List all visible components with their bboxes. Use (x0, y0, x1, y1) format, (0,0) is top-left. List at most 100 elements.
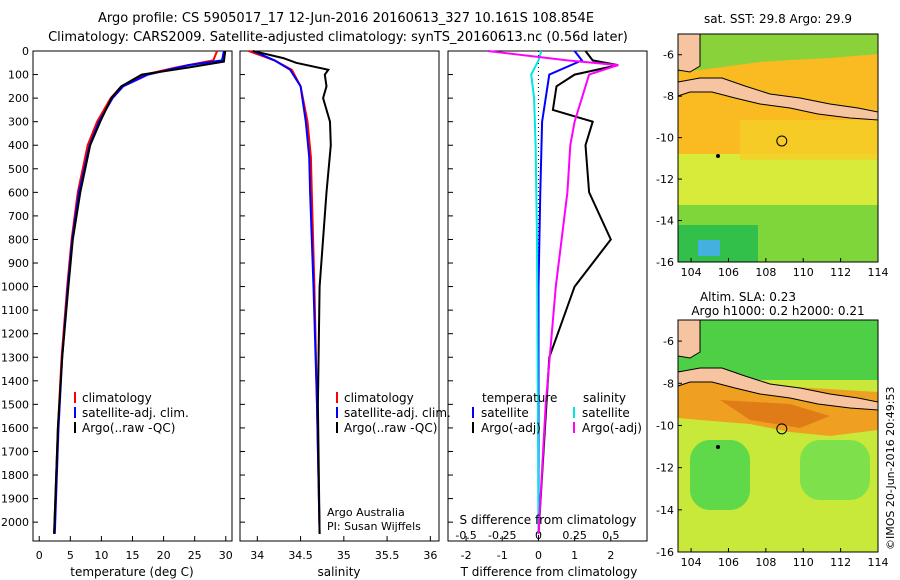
legend-argo: Argo(..raw -QC) (344, 421, 437, 435)
y-tick-label: 1500 (1, 398, 29, 411)
temperature-panel: 0 100 200 300 400 500 600 700 800 900 1000 1100 1200… (1, 45, 233, 579)
legend-argo: Argo(..raw -QC) (82, 421, 175, 435)
y-tick-label: 700 (8, 210, 29, 223)
figure-title-line2: Climatology: CARS2009. Satellite-adjuste… (48, 30, 628, 45)
y-tick-label: 1800 (1, 469, 29, 482)
map-x-tick-label: 110 (793, 266, 814, 279)
sla-map-title-line2: Argo h1000: 0.2 h2000: 0.21 (691, 304, 864, 318)
x-tick-label: 10 (94, 549, 108, 562)
difference-legend: temperature satellite Argo(-adj) salinit… (472, 391, 642, 435)
annotation-argo-australia: Argo Australia (327, 506, 405, 519)
series-line-satellite-adj-clim- (53, 50, 225, 534)
float-location-marker (776, 423, 788, 435)
legend-salinity-title: salinity (583, 391, 626, 405)
sst-map: sat. SST: 29.8 Argo: 29.9 104 106 108 110 11… (656, 12, 888, 279)
temperature-xlabel: temperature (deg C) (70, 565, 193, 579)
float-location-marker (776, 135, 788, 147)
y-tick-label: 0 (22, 45, 29, 58)
x-tick-label: 1 (571, 549, 578, 562)
y-tick-label: 100 (8, 69, 29, 82)
map-y-tick-label: -14 (656, 504, 674, 517)
x-tick-label: -2 (461, 549, 472, 562)
map-y-tick-label: -16 (656, 256, 674, 269)
s-tick-label: 0.5 (602, 529, 620, 542)
y-tick-label: 1200 (1, 328, 29, 341)
map-x-tick-label: 108 (755, 266, 776, 279)
legend-s-argo: Argo(-adj) (582, 421, 642, 435)
imos-credit: ©IMOS 20-Jun-2016 20:49:53 (884, 386, 897, 550)
map-y-tick-label: -6 (663, 335, 674, 348)
legend-temperature-title: temperature (482, 391, 557, 405)
map-x-tick-label: 104 (681, 556, 702, 569)
legend-t-argo: Argo(-adj) (481, 421, 541, 435)
y-tick-label: 1100 (1, 304, 29, 317)
y-tick-label: 900 (8, 257, 29, 270)
sst-map-title: sat. SST: 29.8 Argo: 29.9 (704, 12, 852, 26)
map-x-tick-label: 114 (868, 556, 889, 569)
map-x-tick-label: 108 (755, 556, 776, 569)
series-line-t-argo-adj- (537, 50, 619, 534)
legend-satellite-adj: satellite-adj. clim. (344, 406, 451, 420)
map-y-tick-label: -16 (656, 546, 674, 559)
y-tick-label: 1300 (1, 351, 29, 364)
map-y-tick-label: -8 (663, 377, 674, 390)
map-y-tick-label: -12 (656, 173, 674, 186)
y-tick-label: 1000 (1, 281, 29, 294)
y-tick-label: 800 (8, 233, 29, 246)
map-y-tick-label: -10 (656, 132, 674, 145)
x-tick-label: 35 (337, 549, 351, 562)
series-line-argo (252, 50, 332, 534)
x-tick-label: 35.5 (375, 549, 400, 562)
sla-map: Altim. SLA: 0.23 Argo h1000: 0.2 h2000: … (656, 290, 888, 569)
y-tick-label: 1700 (1, 445, 29, 458)
x-tick-label: 5 (67, 549, 74, 562)
x-tick-label: 2 (607, 549, 614, 562)
map-y-tick-label: -10 (656, 419, 674, 432)
map-y-tick-label: -8 (663, 90, 674, 103)
y-tick-label: 1600 (1, 422, 29, 435)
y-tick-label: 600 (8, 186, 29, 199)
series-line-t-satellite (537, 50, 584, 534)
legend-satellite-adj: satellite-adj. clim. (82, 406, 189, 420)
s-tick-label: -0.5 (455, 529, 476, 542)
map-y-tick-label: -6 (663, 49, 674, 62)
t-difference-label: T difference from climatology (460, 565, 638, 579)
y-tick-label: 1400 (1, 375, 29, 388)
salinity-panel: 34 34.5 35 35.5 36 salinity climatology sate… (239, 50, 451, 579)
s-tick-label: -0.25 (488, 529, 516, 542)
sla-map-title-line1: Altim. SLA: 0.23 (700, 290, 796, 304)
x-tick-label: 15 (126, 549, 140, 562)
figure-title-line1: Argo profile: CS 5905017_17 12-Jun-2016 … (98, 11, 594, 26)
series-line-climatology (248, 50, 321, 534)
legend-t-satellite: satellite (481, 406, 529, 420)
y-tick-label: 200 (8, 92, 29, 105)
temperature-legend: climatology satellite-adj. clim. Argo(..… (74, 391, 189, 435)
x-tick-label: 20 (157, 549, 171, 562)
x-tick-label: 30 (219, 549, 233, 562)
series-line-climatology (53, 50, 219, 534)
s-difference-label: S difference from climatology (460, 513, 637, 527)
map-y-tick-label: -12 (656, 462, 674, 475)
salinity-xlabel: salinity (317, 565, 360, 579)
y-tick-label: 400 (8, 139, 29, 152)
x-tick-label: 36 (423, 549, 437, 562)
y-tick-label: 500 (8, 163, 29, 176)
map-x-tick-label: 112 (830, 556, 851, 569)
x-tick-label: 0 (535, 549, 542, 562)
y-tick-label: 2000 (1, 516, 29, 529)
map-x-tick-label: 104 (681, 266, 702, 279)
salinity-legend: climatology satellite-adj. clim. Argo(..… (336, 391, 451, 435)
series-line-s-argo-adj- (487, 50, 619, 534)
legend-climatology: climatology (82, 391, 152, 405)
map-x-tick-label: 106 (718, 266, 739, 279)
map-y-tick-label: -14 (656, 215, 674, 228)
x-tick-label: 34 (250, 549, 264, 562)
y-tick-label: 300 (8, 116, 29, 129)
series-line-argo (53, 50, 227, 534)
y-tick-label: 1900 (1, 493, 29, 506)
legend-s-satellite: satellite (582, 406, 630, 420)
series-line-s-satellite (530, 50, 543, 534)
x-tick-label: 34.5 (288, 549, 313, 562)
x-tick-label: -1 (497, 549, 508, 562)
